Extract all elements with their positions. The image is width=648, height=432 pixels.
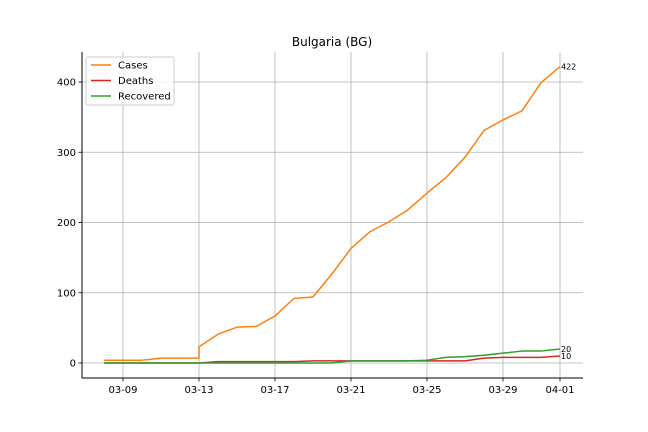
series-line-recovered xyxy=(104,348,561,364)
legend-label-deaths: Deaths xyxy=(118,76,153,87)
end-label-cases: 422 xyxy=(561,63,576,72)
x-tick-label: 03-25 xyxy=(412,385,441,396)
x-tick-label: 03-09 xyxy=(108,385,137,396)
x-tick-label: 03-13 xyxy=(184,385,213,396)
x-tick-label: 04-01 xyxy=(545,385,574,396)
x-tick-label: 03-17 xyxy=(260,385,289,396)
legend: Cases Deaths Recovered xyxy=(85,56,175,106)
legend-box xyxy=(85,56,175,106)
legend-label-recovered: Recovered xyxy=(118,92,171,103)
chart-title: Bulgaria (BG) xyxy=(292,35,372,49)
y-tick-label: 100 xyxy=(57,288,76,299)
x-tick-label: 03-29 xyxy=(488,385,517,396)
end-label-recovered: 20 xyxy=(561,345,571,354)
series-line-deaths xyxy=(104,355,561,364)
axes xyxy=(81,52,583,379)
end-label-deaths: 10 xyxy=(561,352,571,361)
series-lines xyxy=(104,65,561,364)
y-axis-ticks: 0 100 200 300 400 xyxy=(57,78,82,370)
y-tick-label: 400 xyxy=(57,78,76,89)
x-tick-label: 03-21 xyxy=(336,385,365,396)
y-tick-label: 0 xyxy=(70,359,76,370)
y-tick-label: 200 xyxy=(57,218,76,229)
legend-label-cases: Cases xyxy=(118,61,148,72)
series-line-cases xyxy=(104,65,561,361)
y-tick-label: 300 xyxy=(57,148,76,159)
x-axis-ticks: 03-09 03-13 03-17 03-21 03-25 03-29 04-01 xyxy=(108,378,575,396)
